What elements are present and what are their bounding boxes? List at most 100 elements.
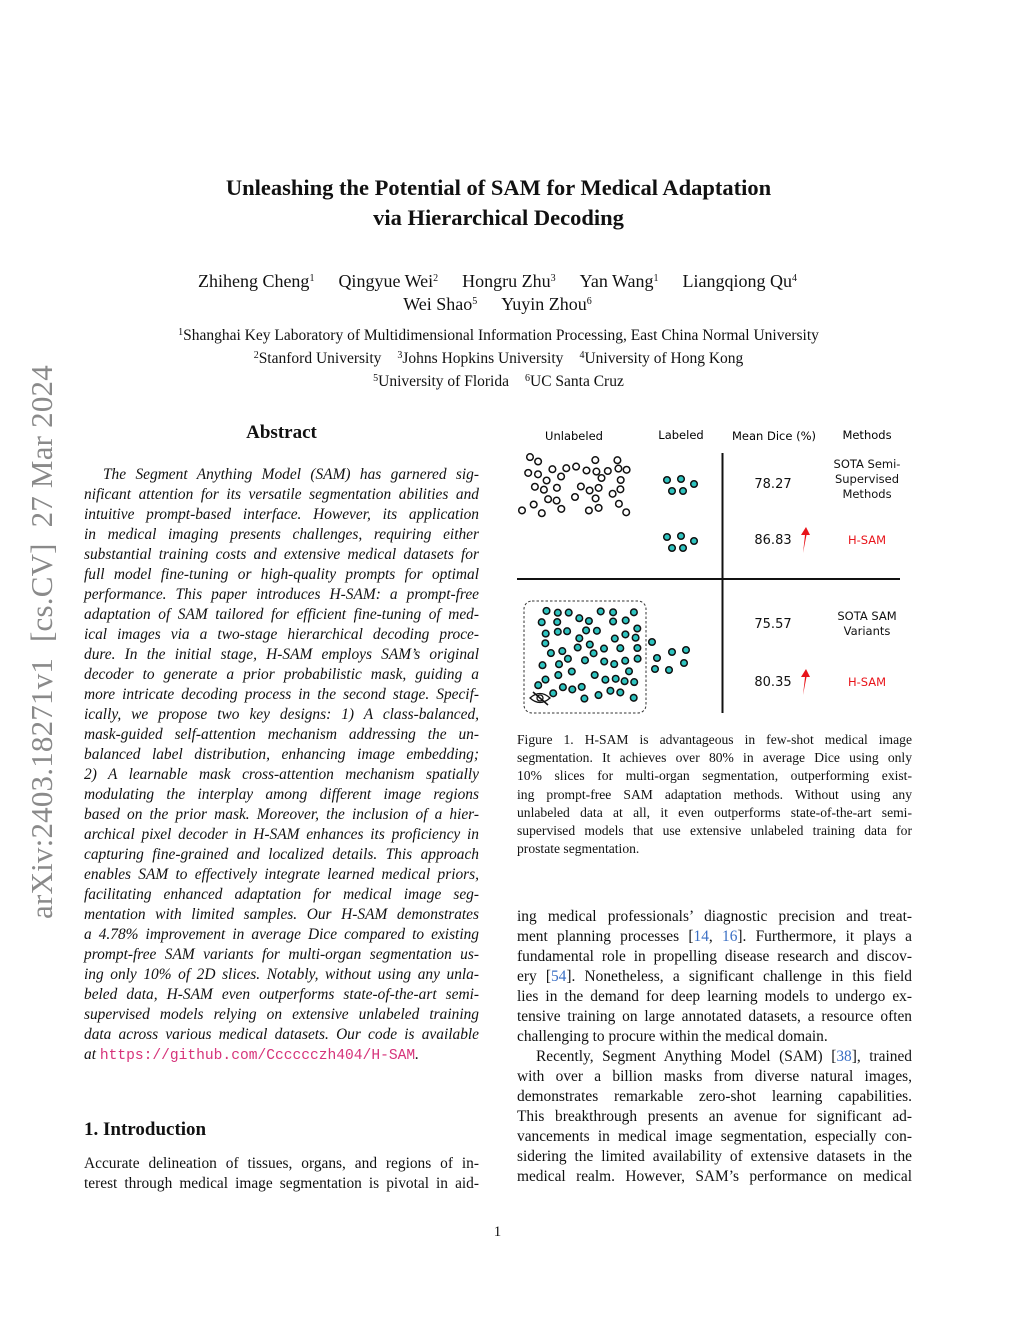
unlabeled-circle — [529, 500, 538, 509]
text-line: prostate segmentation. — [517, 841, 640, 857]
affiliation-mark: 4 — [579, 350, 585, 361]
text-line: in medical imaging presents challenges, … — [84, 526, 479, 543]
unlabeled-circle — [572, 462, 581, 471]
text-segment: ], trained — [851, 1048, 912, 1065]
abstract-heading: Abstract — [246, 422, 317, 443]
text-line: Figure 1. H-SAM is advantageous in few-s… — [517, 732, 912, 747]
labeled-circle — [667, 543, 677, 553]
unlabeled-used-as-labeled-circle — [585, 640, 594, 649]
text-line: ing medical professionals’ diagnostic pr… — [517, 908, 912, 925]
text-line: sidering the limited availability of ext… — [517, 1148, 912, 1165]
unlabeled-circle — [608, 489, 617, 498]
text-segment: ment planning processes [ — [517, 928, 694, 945]
mean-dice-value: 78.27 — [754, 477, 791, 492]
unlabeled-used-as-labeled-circle — [541, 629, 550, 638]
unlabeled-used-as-labeled-circle — [554, 660, 564, 669]
text-segment: ery [ — [517, 968, 551, 985]
labeled-circle — [664, 665, 674, 675]
unlabeled-circle — [552, 496, 561, 505]
affiliation-row: 1Shanghai Key Laboratory of Multidimensi… — [0, 324, 997, 347]
labeled-circle — [662, 475, 672, 485]
figure-caption: Figure 1. H-SAM is advantageous in few-s… — [517, 731, 912, 858]
author-name: Qingyue Wei — [338, 271, 434, 291]
author: Zhiheng Cheng1 — [198, 271, 314, 291]
text-segment: , — [708, 928, 722, 945]
text-line: balanced label distribution, enhancing i… — [84, 746, 479, 763]
text-segment: . — [415, 1046, 419, 1063]
text-segment: Recently, Segment Anything Model (SAM) [ — [536, 1048, 837, 1065]
affiliation-name: University of Hong Kong — [584, 350, 744, 367]
text-line: data across various medical datasets. Ou… — [84, 1026, 479, 1043]
unlabeled-used-as-labeled-circle — [541, 675, 550, 684]
unlabeled-used-as-labeled-circle — [620, 677, 629, 686]
unlabeled-used-as-labeled-circle — [589, 649, 598, 658]
text-line: enables SAM to effectively integrate lea… — [84, 866, 479, 883]
unlabeled-circle — [552, 483, 561, 492]
text-line: ing only 10% of 2D slices. Notably, with… — [84, 966, 479, 983]
unlabeled-used-as-labeled-circle — [596, 607, 605, 616]
affiliation-name: UC Santa Cruz — [530, 373, 624, 390]
code-link[interactable]: https://github.com/Cccccczh404/H-SAM — [99, 1048, 416, 1064]
citation-link[interactable]: 54 — [550, 968, 567, 985]
method-label: SOTA SAM — [837, 609, 896, 623]
text-line: fundamental role in propelling disease r… — [517, 948, 912, 965]
unlabeled-circle — [597, 473, 606, 483]
unlabeled-circle — [562, 464, 571, 473]
author: Wei Shao5 — [403, 294, 477, 314]
red-up-arrow-icon — [801, 669, 810, 695]
method-label: Variants — [844, 624, 891, 638]
unlabeled-used-as-labeled-circle — [580, 656, 590, 665]
introduction-heading: 1. Introduction — [84, 1119, 207, 1140]
text-line: medical realm. However, SAM’s performanc… — [517, 1168, 912, 1185]
method-label: Supervised — [835, 472, 899, 486]
unlabeled-circle — [524, 468, 533, 477]
arxiv-side-label: arXiv:2403.18271v1 [cs.CV] 27 Mar 2024 — [24, 365, 59, 919]
unlabeled-circle — [525, 453, 535, 462]
citation-link[interactable]: 14 — [693, 928, 709, 945]
unlabeled-used-as-labeled-circle — [538, 661, 547, 670]
unlabeled-used-as-labeled-circle — [554, 671, 563, 680]
labeled-circle — [689, 536, 699, 546]
text-line: supervised models relying on extensive u… — [84, 1006, 479, 1023]
author-row: Zhiheng Cheng1 Qingyue Wei2 Hongru Zhu3 Yan… — [0, 270, 995, 293]
unlabeled-circle — [622, 508, 631, 517]
unlabeled-used-as-labeled-circle — [621, 630, 630, 639]
text-line: full model fine-tuning or high-quality p… — [84, 566, 479, 583]
labeled-circle — [679, 658, 689, 668]
unlabeled-circle — [614, 499, 623, 508]
unlabeled-used-as-labeled-circle — [599, 644, 609, 653]
unlabeled-used-as-labeled-circle — [567, 667, 576, 676]
unlabeled-circle — [548, 465, 557, 474]
abstract-body: The Segment Anything Model (SAM) has gar… — [84, 465, 479, 1065]
citation-link[interactable]: 38 — [836, 1048, 852, 1065]
unlabeled-used-as-labeled-circle — [594, 691, 603, 700]
introduction-body: Accurate delineation of tissues, organs,… — [84, 1154, 479, 1194]
text-line: mentation with limited samples. Our H-SA… — [84, 906, 479, 923]
header-methods: Methods — [842, 428, 891, 442]
unlabeled-used-as-labeled-circle — [621, 616, 630, 625]
unlabeled-used-as-labeled-circle — [630, 678, 639, 687]
author-affiliation-mark: 1 — [309, 273, 315, 284]
citation-link[interactable]: 16 — [722, 928, 738, 945]
affiliation-list: 1Shanghai Key Laboratory of Multidimensi… — [0, 324, 997, 393]
affiliation: 6UC Santa Cruz — [525, 373, 624, 390]
mean-dice-value: 80.35 — [754, 675, 791, 690]
affiliation-mark: 2 — [253, 350, 259, 361]
author-affiliation-mark: 6 — [586, 296, 592, 307]
affiliation: 4University of Hong Kong — [579, 350, 743, 367]
author-row: Wei Shao5 Yuyin Zhou6 — [0, 293, 995, 316]
page-number: 1 — [493, 1224, 502, 1240]
unlabeled-used-as-labeled-circle — [580, 694, 589, 703]
red-up-arrow-icon — [801, 527, 810, 553]
unlabeled-used-as-labeled-circle — [631, 633, 640, 642]
right-column-body: ing medical professionals’ diagnostic pr… — [517, 907, 912, 1187]
figure-1: Unlabeled Labeled Mean Dice (%) Methods … — [517, 428, 900, 714]
title-line: via Hierarchical Decoding — [373, 205, 624, 230]
text-line: beled data, H-SAM even outperforms state… — [84, 986, 479, 1003]
text-line: ing prompt-free SAM adaptation methods. … — [517, 786, 912, 802]
header-unlabeled: Unlabeled — [545, 429, 603, 443]
unlabeled-used-as-labeled-circle — [592, 626, 601, 635]
text-line: lies in the demand for deep learning mod… — [517, 988, 912, 1005]
text-line: nificant attention for its versatile seg… — [84, 486, 479, 503]
unlabeled-used-as-labeled-circle — [606, 686, 615, 695]
